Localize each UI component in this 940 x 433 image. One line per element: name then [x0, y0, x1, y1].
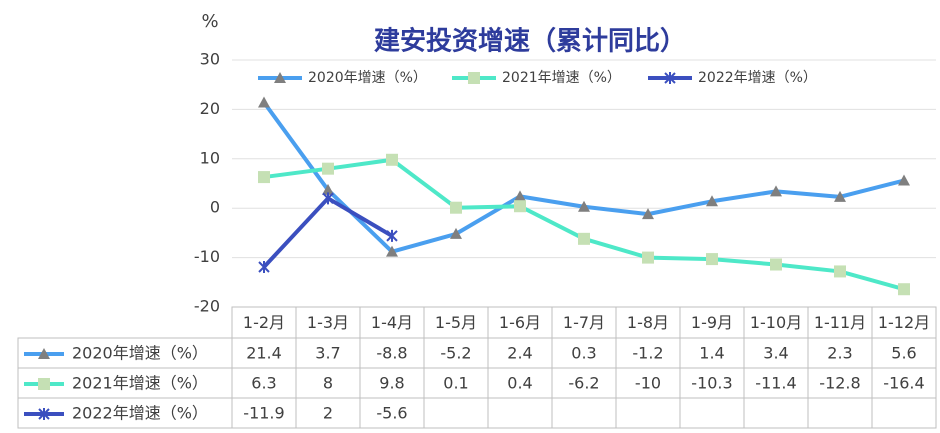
table-cell [871, 397, 937, 429]
table-cell [743, 397, 809, 429]
x-tick-label: 1-11月 [814, 313, 866, 332]
table-value: -11.4 [755, 374, 796, 393]
y-tick-label: 30 [200, 50, 220, 69]
marker [468, 72, 480, 84]
table-value: -10.3 [691, 374, 732, 393]
legend-label: 2022年增速（%） [72, 404, 208, 423]
table-value: 2.3 [827, 344, 852, 363]
marker [38, 378, 50, 390]
marker [322, 192, 334, 205]
marker [706, 195, 718, 207]
table-value: 0.3 [571, 344, 596, 363]
marker [578, 232, 590, 245]
table-value: -10 [635, 374, 661, 393]
marker [258, 171, 270, 184]
table-value: 1.4 [699, 344, 724, 363]
table-value: 9.8 [379, 374, 404, 393]
table-cell [487, 397, 553, 429]
marker [898, 283, 910, 296]
table-cell [423, 397, 489, 429]
marker [322, 162, 334, 175]
x-tick-label: 1-6月 [499, 313, 541, 332]
table-value: -5.6 [376, 404, 407, 423]
x-tick-label: 1-8月 [627, 313, 669, 332]
marker [706, 253, 718, 266]
marker [258, 260, 270, 273]
series-line [263, 157, 905, 292]
table-value: 0.1 [443, 374, 468, 393]
table-cell [615, 397, 681, 429]
table-value: 3.4 [763, 344, 788, 363]
y-tick-label: -20 [194, 297, 220, 316]
table-value: 6.3 [251, 374, 276, 393]
marker [770, 185, 782, 197]
table-value: -5.2 [440, 344, 471, 363]
marker [898, 174, 910, 186]
marker [322, 183, 334, 195]
marker [642, 251, 654, 264]
marker [450, 227, 462, 239]
x-tick-label: 1-9月 [691, 313, 733, 332]
x-tick-label: 1-7月 [563, 313, 605, 332]
marker [770, 258, 782, 271]
table-value: -6.2 [568, 374, 599, 393]
y-tick-label: -10 [194, 247, 220, 266]
marker [38, 348, 50, 359]
marker [514, 200, 526, 213]
y-tick-label: 10 [200, 148, 220, 167]
table-value: 2.4 [507, 344, 532, 363]
marker [514, 190, 526, 202]
x-tick-label: 1-2月 [243, 313, 285, 332]
table-value: 3.7 [315, 344, 340, 363]
table-value: -11.9 [243, 404, 284, 423]
table-value: 2 [323, 404, 333, 423]
table-value: -12.8 [819, 374, 860, 393]
legend-label: 2020年增速（%） [308, 70, 427, 86]
marker [834, 265, 846, 278]
table-cell [679, 397, 745, 429]
table-value: 8 [323, 374, 333, 393]
marker [642, 208, 654, 220]
y-tick-label: 20 [200, 99, 220, 118]
legend-label: 2021年增速（%） [502, 70, 621, 86]
x-tick-label: 1-10月 [750, 313, 802, 332]
marker [834, 190, 846, 202]
marker [664, 72, 676, 84]
table-value: -1.2 [632, 344, 663, 363]
table-cell [551, 397, 617, 429]
table-value: 5.6 [891, 344, 916, 363]
table-value: 0.4 [507, 374, 532, 393]
marker [386, 153, 398, 166]
x-tick-label: 1-4月 [371, 313, 413, 332]
series-line [262, 101, 905, 254]
x-tick-label: 1-3月 [307, 313, 349, 332]
x-tick-label: 1-12月 [878, 313, 930, 332]
table-cell [807, 397, 873, 429]
table-value: -8.8 [376, 344, 407, 363]
y-axis-label: % [201, 11, 218, 32]
table-value: -16.4 [883, 374, 924, 393]
legend-label: 2020年增速（%） [72, 344, 208, 363]
marker [386, 245, 398, 257]
marker [386, 229, 398, 242]
x-tick-label: 1-5月 [435, 313, 477, 332]
marker [38, 408, 50, 420]
marker [450, 201, 462, 214]
chart-title: 建安投资增速（累计同比） [374, 26, 686, 57]
marker [274, 72, 286, 83]
legend-label: 2022年增速（%） [698, 70, 817, 86]
y-tick-label: 0 [210, 198, 220, 217]
table-value: 21.4 [246, 344, 282, 363]
marker [258, 96, 270, 108]
marker [578, 200, 590, 212]
legend-label: 2021年增速（%） [72, 374, 208, 393]
